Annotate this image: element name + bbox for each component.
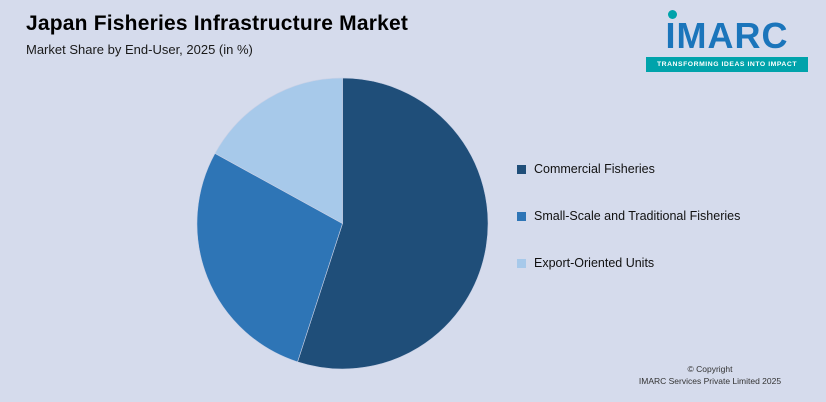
legend-label: Export-Oriented Units (534, 256, 655, 270)
legend-swatch-export-oriented-units (517, 258, 526, 268)
legend-swatch-commercial-fisheries (517, 164, 526, 174)
lighthouse-beacon-icon (667, 10, 677, 19)
legend-swatch-small-scale-traditional-fisheries (517, 211, 526, 221)
page-title: Japan Fisheries Infrastructure Market (26, 12, 409, 35)
imarc-logo: IMARC TRANSFORMING IDEAS INTO IMPACT (646, 10, 808, 72)
imarc-logo-wordmark: IMARC (666, 10, 789, 54)
imarc-tagline: TRANSFORMING IDEAS INTO IMPACT (646, 57, 808, 72)
copyright: © Copyright IMARC Services Private Limit… (610, 363, 810, 389)
legend-label: Small-Scale and Traditional Fisheries (534, 209, 741, 223)
pie-chart (195, 76, 490, 371)
legend-label: Commercial Fisheries (534, 162, 655, 176)
copyright-line2: IMARC Services Private Limited 2025 (638, 376, 782, 387)
legend-item-commercial-fisheries: Commercial Fisheries (517, 162, 740, 176)
header: Japan Fisheries Infrastructure Market Ma… (26, 12, 408, 57)
chart-subtitle: Market Share by End-User, 2025 (in %) (26, 42, 253, 57)
legend: Commercial Fisheries Small-Scale and Tra… (517, 162, 740, 303)
copyright-line1: © Copyright (687, 363, 733, 374)
legend-item-small-scale-traditional-fisheries: Small-Scale and Traditional Fisheries (517, 209, 740, 223)
legend-item-export-oriented-units: Export-Oriented Units (517, 256, 740, 270)
imarc-logo-text: IMARC (665, 15, 789, 56)
pie-chart-svg (196, 77, 489, 370)
